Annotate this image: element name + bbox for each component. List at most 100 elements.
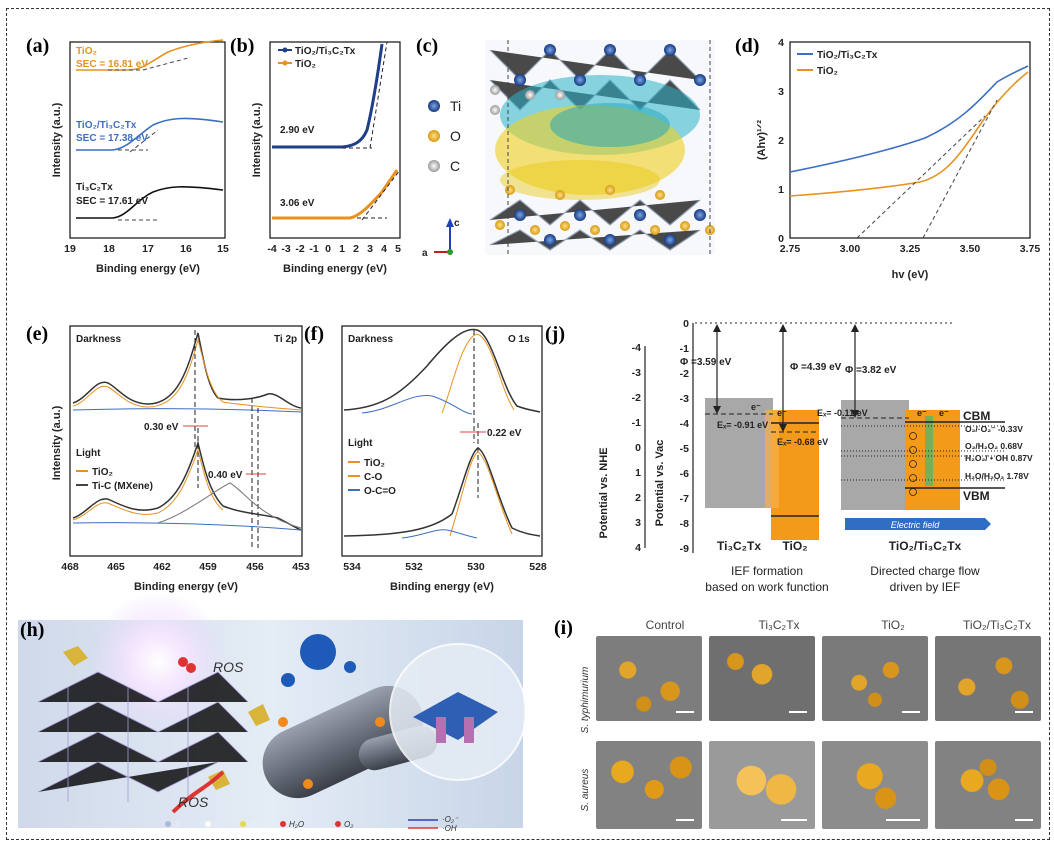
shift-annotation: 0.40 eV: [208, 470, 243, 481]
curve-composite: [76, 117, 224, 151]
curve-tio2: [76, 39, 224, 71]
phi-tio2: Φ =4.39 eV: [790, 362, 842, 373]
row-label-aureus: S. aureus: [580, 769, 591, 812]
legend-superoxide: ·O₂⁻: [442, 815, 459, 824]
sem-composite-typhimurium: [935, 636, 1041, 721]
light-spectrum: [343, 447, 541, 537]
legend-o: O: [249, 820, 255, 829]
panel-label-c: (c): [416, 35, 438, 57]
light-label: Light: [348, 438, 373, 449]
column-label-tio2: TiO₂: [881, 618, 905, 632]
legend-h2o: H₂O: [289, 820, 304, 829]
redox-oh: H₂O₂/ • OH 0.87V: [965, 453, 1033, 463]
atom-o-swatch: [428, 130, 440, 142]
atom-ti-label: Ti: [450, 98, 461, 114]
legend-hydroxyl: ·OH: [442, 824, 457, 833]
redox-h2o2: O₂/H₂O₂ 0.68V: [965, 441, 1023, 451]
y-ticks: 0 1 2 3 4: [778, 37, 784, 245]
membrane-protein: [464, 717, 474, 743]
x-tick: 453: [292, 561, 310, 573]
y-tick: 3: [778, 86, 784, 98]
region-label: Ti 2p: [274, 334, 297, 345]
vac-tick: -4: [680, 418, 689, 430]
sem-ti3c2tx-typhimurium: [709, 636, 815, 721]
x-tick: 534: [343, 561, 361, 573]
panel-a: (a) TiO₂ SEC = 16.81 eV TiO₂/Ti₃C₂Tx SEC…: [26, 35, 229, 275]
phi-ti3c2tx: Φ =3.59 eV: [680, 357, 732, 368]
legend-tio2: TiO₂: [76, 46, 97, 57]
x-tick: 2: [353, 243, 359, 255]
background: [72, 408, 302, 413]
x-tick: 528: [529, 561, 547, 573]
light-fit-tio2: [72, 448, 224, 521]
redox-o2: O₂/·O₂⁻ -0.33V: [965, 424, 1023, 434]
x-tick: 3.50: [960, 243, 981, 255]
vac-ticks: 0 -1 -2 -3 -4 -5 -6 -7 -8 -9: [680, 318, 690, 555]
electron: e⁻: [751, 402, 761, 412]
x-tick: 16: [180, 243, 192, 255]
panel-h: (h) ROS ROS Ti C O H₂O O₂ ·O₂⁻ ·OH: [18, 592, 527, 833]
caption-flow-2: driven by IEF: [890, 580, 961, 594]
electron: e⁻: [917, 408, 927, 418]
region-label: O 1s: [508, 334, 530, 345]
sec-mxene: SEC = 17.61 eV: [76, 196, 148, 207]
x-axis-label: Binding energy (eV): [134, 581, 238, 593]
row-labels: S. typhimurium S. aureus: [580, 667, 591, 812]
y-axis-label: Intensity (a.u.): [51, 405, 63, 480]
x-tick: 5: [395, 243, 401, 255]
crystal-structure: [485, 40, 715, 255]
x-tick: 17: [142, 243, 154, 255]
vac-axis-label: Potential vs. Vac: [654, 440, 666, 527]
legend: Ti C O H₂O O₂ ·O₂⁻ ·OH: [165, 815, 459, 833]
legend-tio2: TiO₂: [817, 66, 838, 77]
ros-label: ROS: [213, 659, 244, 675]
column-label-composite: TiO₂/Ti₃C₂Tx: [963, 618, 1031, 632]
x-axis-label: hv (eV): [892, 269, 929, 281]
panel-label-f: (f): [304, 323, 324, 345]
y-axis-label: Intensity (a.u.): [251, 102, 263, 177]
axis-triad: c a: [422, 218, 460, 259]
curve-tio2: [272, 169, 399, 220]
nhe-tick: -4: [632, 342, 641, 354]
redox-h2o: H₂O/H₂O₂ 1.78V: [965, 471, 1029, 481]
sem-control-typhimurium: [596, 636, 702, 721]
y-axis-label: (Ahv)¹ᐟ²: [756, 120, 768, 160]
x-tick: 530: [467, 561, 485, 573]
curve-tio2: [789, 71, 1029, 197]
electric-field-arrow: [845, 518, 991, 530]
light-fit-tic: [157, 482, 302, 529]
x-tick: 468: [61, 561, 79, 573]
plot-frame: [269, 41, 401, 239]
legend-tio2: TiO₂: [92, 467, 113, 478]
y-tick: 0: [778, 233, 784, 245]
y-tick: 4: [778, 37, 784, 49]
sec-tio2: SEC = 16.81 eV: [76, 59, 148, 70]
legend-tio2: TiO₂: [364, 458, 385, 469]
row-label-typhimurium: S. typhimurium: [580, 667, 591, 734]
panel-c: (c) Ti O C: [416, 35, 715, 259]
ef-label-ti3c2tx: Eₓ= -0.91 eV: [717, 420, 768, 430]
atom-ti-swatch: [428, 100, 440, 112]
membrane-patch: [413, 692, 498, 740]
x-tick: -1: [309, 243, 318, 255]
vac-tick: -3: [680, 393, 689, 405]
x-tick: 19: [64, 243, 76, 255]
nhe-tick: 0: [635, 442, 641, 454]
fit-line: [142, 57, 189, 71]
nhe-tick: -1: [632, 417, 641, 429]
membrane-protein: [436, 717, 446, 743]
axis-c-label: c: [454, 218, 460, 229]
nhe-tick: 1: [635, 467, 641, 479]
vac-tick: -6: [680, 468, 689, 480]
panel-d: (d) TiO₂/Ti₃C₂Tx TiO₂ 0 1 2 3 4 2.75 3.0…: [735, 35, 1040, 281]
material-tio2: TiO₂: [782, 539, 807, 553]
panel-label-b: (b): [230, 35, 254, 57]
x-ticks: 534 532 530 528: [343, 561, 547, 573]
axis-a-label: a: [422, 248, 428, 259]
ef-label-tio2: Eₓ= -0.68 eV: [777, 437, 828, 447]
nhe-tick: 2: [635, 492, 641, 504]
ef-label-composite: Eₓ= -0.11 eV: [817, 408, 868, 418]
panel-label-h: (h): [20, 619, 44, 641]
x-ticks: -4 -3 -2 -1 0 1 2 3 4 5: [267, 243, 401, 255]
plot-frame: [69, 325, 303, 557]
